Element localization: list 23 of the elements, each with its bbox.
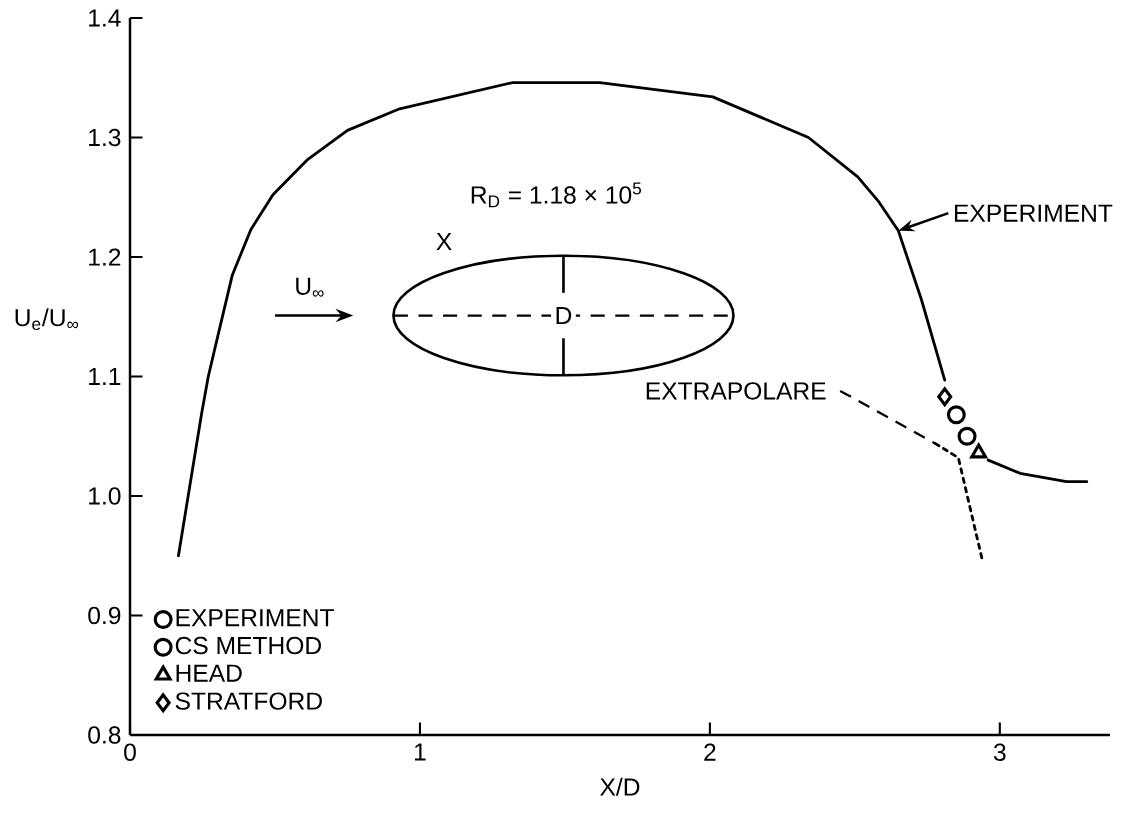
y-tick-label: 1.0 <box>89 487 121 505</box>
legend-label: EXPERIMENT <box>176 609 334 627</box>
y-tick-label: 1.3 <box>89 128 121 147</box>
legend-label: CS METHOD <box>175 636 321 655</box>
x-tick-label: 3 <box>993 743 1006 761</box>
annotation: EXTRAPOLARE <box>646 382 826 400</box>
x-axis-title: X/D <box>600 777 640 796</box>
annotation: R$_{D}$ = 1.18 × 10$^{5}$ <box>471 182 642 208</box>
annotation: D <box>556 307 572 325</box>
x-tick-label: 1 <box>414 743 426 761</box>
annotation: U$_{∞}$ <box>296 277 324 297</box>
y-tick-label: 1.2 <box>89 248 121 266</box>
annotation: X <box>436 233 452 250</box>
y-tick-label: 1.1 <box>89 368 121 385</box>
y-tick-label: 1.4 <box>89 9 121 27</box>
legend-label: HEAD <box>176 664 242 682</box>
y-axis-title: U$_{e}$/U$_{∞}$ <box>15 308 79 331</box>
x-tick-label: 0 <box>124 743 136 761</box>
y-tick-label: 0.9 <box>88 606 121 625</box>
legend-label: EXPERIMENT <box>954 204 1113 222</box>
legend-label: STRATFORD <box>175 692 322 710</box>
y-tick-label: 0.8 <box>88 726 121 744</box>
x-tick-label: 2 <box>704 743 716 761</box>
